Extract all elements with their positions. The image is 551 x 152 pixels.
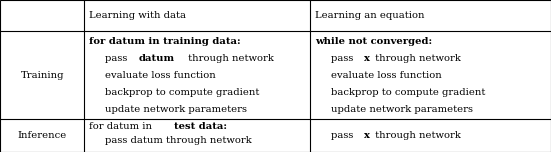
- Text: for datum in training data:: for datum in training data:: [89, 37, 240, 46]
- Text: Training: Training: [20, 71, 64, 80]
- Text: pass datum through network: pass datum through network: [105, 136, 252, 145]
- Text: x: x: [364, 131, 370, 140]
- Text: update network parameters: update network parameters: [331, 105, 473, 114]
- Text: Learning an equation: Learning an equation: [315, 11, 424, 20]
- Text: Learning with data: Learning with data: [89, 11, 186, 20]
- Text: pass: pass: [331, 54, 356, 63]
- Text: test data:: test data:: [174, 122, 227, 131]
- Text: x: x: [364, 54, 370, 63]
- Text: evaluate loss function: evaluate loss function: [331, 71, 442, 80]
- Text: update network parameters: update network parameters: [105, 105, 247, 114]
- Text: pass: pass: [331, 131, 356, 140]
- Text: evaluate loss function: evaluate loss function: [105, 71, 216, 80]
- Text: datum: datum: [138, 54, 174, 63]
- Text: through network: through network: [372, 54, 461, 63]
- Text: Inference: Inference: [18, 131, 67, 140]
- Text: for datum in: for datum in: [89, 122, 155, 131]
- Text: through network: through network: [372, 131, 461, 140]
- Text: through network: through network: [185, 54, 274, 63]
- Text: while not converged:: while not converged:: [315, 37, 432, 46]
- Text: backprop to compute gradient: backprop to compute gradient: [105, 88, 260, 97]
- Text: pass: pass: [105, 54, 131, 63]
- Text: backprop to compute gradient: backprop to compute gradient: [331, 88, 485, 97]
